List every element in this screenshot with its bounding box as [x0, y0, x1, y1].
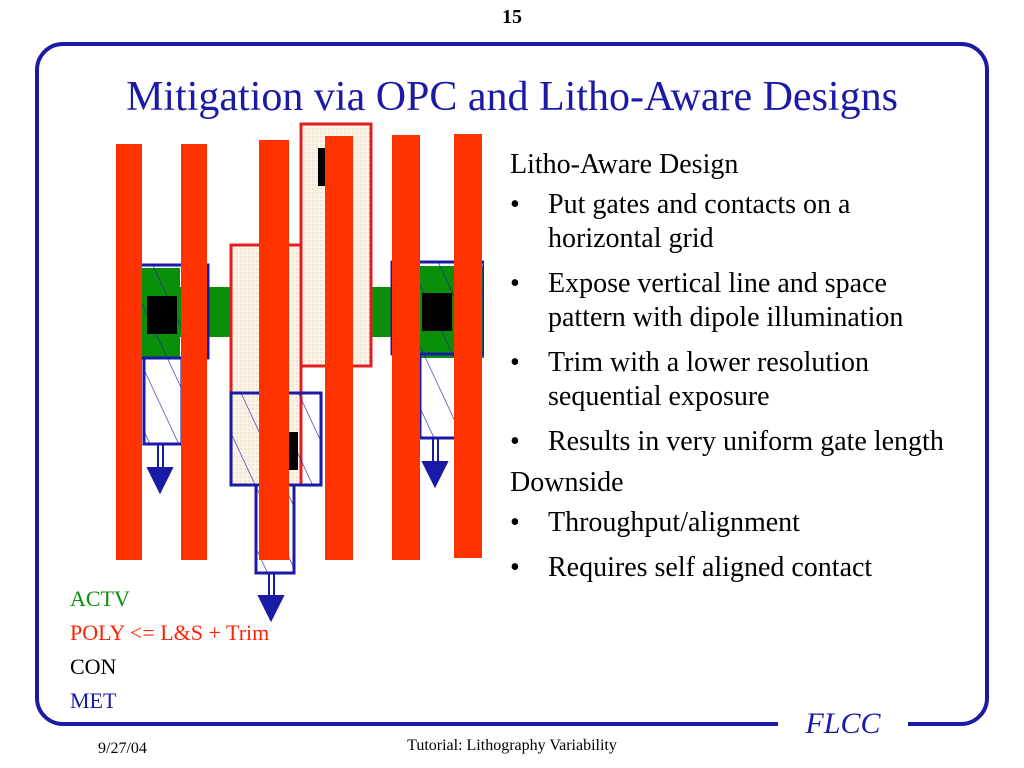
poly-line — [116, 144, 142, 560]
downside-heading: Downside — [510, 467, 624, 498]
metal-strap-right — [418, 352, 462, 440]
legend-met: MET — [70, 688, 117, 713]
legend-poly: POLY <= L&S + Trim — [70, 620, 270, 645]
footer-date: 9/27/04 — [98, 740, 147, 757]
arrow-down-icon — [421, 438, 449, 489]
contact-right — [422, 293, 452, 331]
bullet-item: • Results in very uniform gate length — [510, 426, 944, 457]
poly-line — [259, 140, 289, 560]
poly-line — [325, 136, 353, 560]
arrow-down-icon — [146, 444, 174, 495]
poly-line — [454, 134, 482, 558]
bullet-item: • Requires self aligned contact — [510, 552, 873, 583]
legend-actv: ACTV — [70, 586, 130, 611]
slide-frame — [35, 42, 989, 726]
bullet-item: • Expose vertical line and space pattern … — [510, 268, 904, 333]
flcc-logo: FLCC — [778, 705, 908, 745]
arrow-down-icon — [257, 572, 285, 623]
bullet-item: • Throughput/alignment — [510, 507, 800, 538]
page-number: 15 — [502, 6, 522, 28]
footer-title: Tutorial: Lithography Variability — [407, 737, 617, 754]
poly-line — [181, 144, 207, 560]
bullet-list: Litho-Aware Design • Put gates and contac… — [510, 148, 960, 596]
metal-strap-left — [142, 356, 184, 446]
bullet-item: • Trim with a lower resolution sequential… — [510, 347, 869, 412]
legend-con: CON — [70, 654, 117, 679]
contact-left — [147, 296, 177, 334]
layer-legend: ACTV POLY <= L&S + Trim CON MET — [70, 586, 269, 722]
bullet-heading: Litho-Aware Design — [510, 149, 739, 180]
poly-line — [392, 135, 420, 560]
bullet-item: • Put gates and contacts on a horizontal … — [510, 189, 851, 254]
slide-title: Mitigation via OPC and Litho-Aware Desig… — [126, 74, 898, 120]
